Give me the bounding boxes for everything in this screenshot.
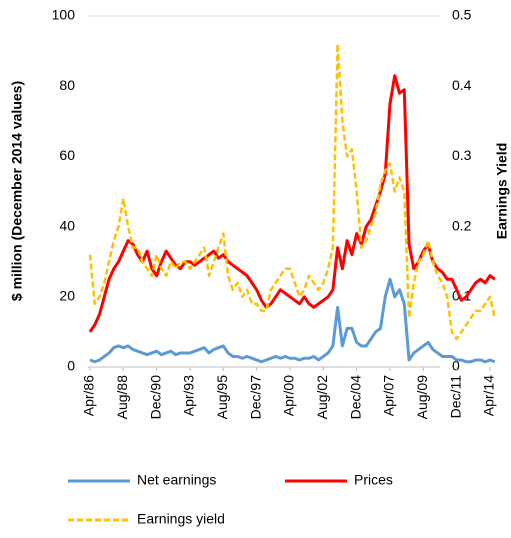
legend-label: Net earnings — [137, 472, 216, 488]
legend-label: Prices — [354, 472, 393, 488]
x-tick-label: Dec/04 — [347, 375, 363, 420]
y2-tick-label: 0.2 — [452, 217, 472, 233]
y2-tick-label: 0.3 — [452, 147, 472, 163]
y2-tick-label: 0.5 — [452, 7, 472, 23]
y-tick-label: 40 — [59, 217, 75, 233]
x-tick-label: Apr/07 — [381, 375, 397, 416]
x-tick-label: Aug/09 — [414, 375, 430, 420]
y2-axis-title: Earnings Yield — [494, 143, 510, 239]
y-tick-label: 100 — [52, 7, 76, 23]
x-tick-label: Apr/86 — [81, 375, 97, 416]
x-tick-label: Aug/88 — [114, 375, 130, 420]
data-line — [88, 74, 496, 333]
y-tick-label: 20 — [59, 288, 75, 304]
x-tick-label: Apr/93 — [181, 375, 197, 416]
x-tick-label: Apr/14 — [481, 375, 497, 416]
x-tick-label: Apr/00 — [281, 375, 297, 416]
x-tick-label: Dec/90 — [147, 375, 163, 420]
y2-tick-label: 0.4 — [452, 77, 472, 93]
y-tick-label: 0 — [67, 358, 75, 374]
y-tick-label: 80 — [59, 77, 75, 93]
x-tick-label: Dec/11 — [447, 375, 463, 419]
x-tick-label: Dec/97 — [247, 375, 263, 420]
data-line — [88, 42, 496, 341]
x-tick-label: Aug/02 — [314, 375, 330, 420]
legend-label: Earnings yield — [137, 511, 225, 527]
y2-tick-label: 0 — [452, 358, 460, 374]
y-tick-label: 60 — [59, 147, 75, 163]
y-axis-title: $ million (December 2014 values) — [9, 81, 25, 301]
data-line — [89, 277, 496, 364]
x-tick-label: Aug/95 — [214, 375, 230, 420]
